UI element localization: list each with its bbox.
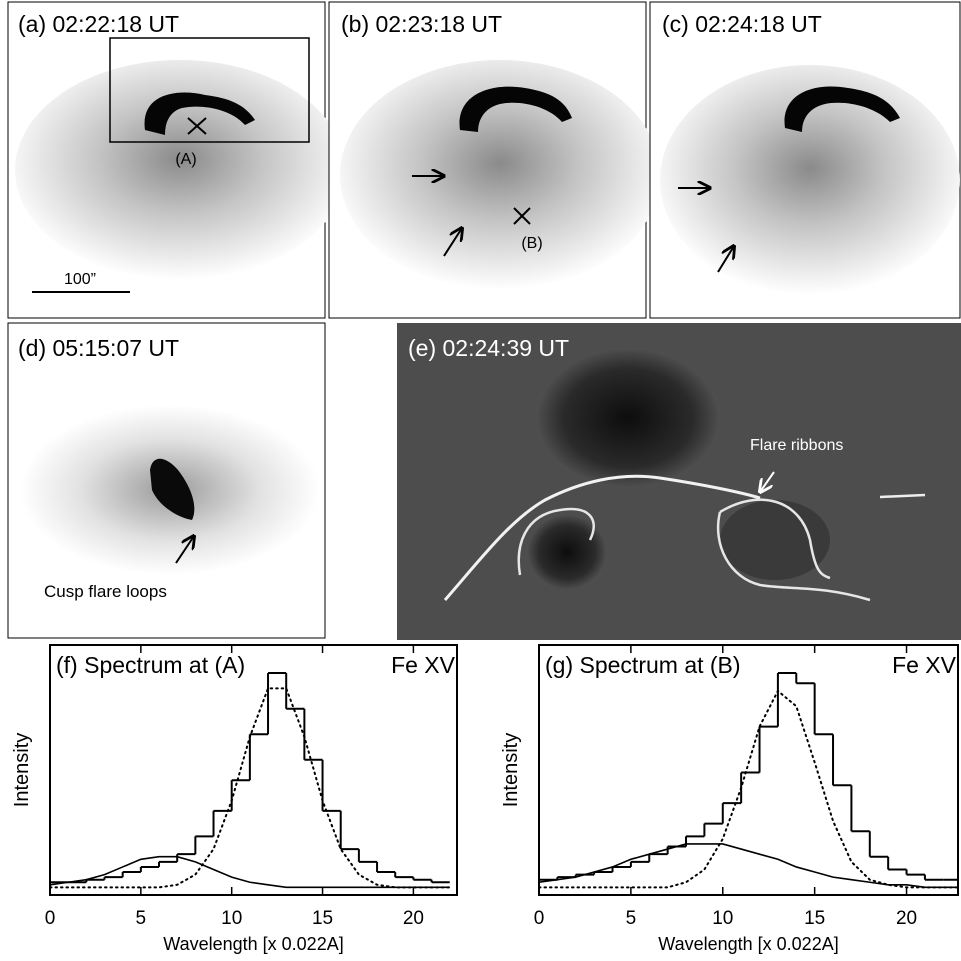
x-tick-label: 5 (136, 908, 147, 929)
x-tick-label: 0 (534, 908, 545, 929)
panel-b: (B) (b) 02:23:18 UT (329, 2, 660, 318)
fit-curve (50, 688, 450, 887)
annotation: Fe XV (391, 652, 456, 678)
dark-region (720, 500, 830, 580)
x-axis-label: Wavelength [x 0.022A] (163, 934, 343, 954)
scale-label: 100” (64, 271, 96, 288)
point-label: (A) (175, 151, 196, 168)
annotation: Cusp flare loops (44, 582, 167, 601)
annotation: Fe XV (892, 652, 957, 678)
x-tick-label: 0 (45, 908, 56, 929)
annotation: Flare ribbons (750, 437, 843, 454)
chart-title: (f) Spectrum at (A) (56, 652, 245, 678)
fit-curve (539, 691, 961, 887)
y-axis-label: Intensity (500, 733, 522, 807)
y-axis-label: Intensity (11, 733, 33, 807)
panel-label: (b) 02:23:18 UT (341, 11, 502, 37)
panel-c: (c) 02:24:18 UT (650, 2, 960, 318)
plot-frame (539, 645, 958, 895)
plot-area (539, 673, 961, 887)
panel-e: Flare ribbons (e) 02:24:39 UT (397, 323, 961, 640)
x-tick-label: 10 (712, 908, 733, 929)
spectrum-chart: 0 5 10 15 20 (g) Spectrum at (B) Fe XV Waveleng… (500, 645, 961, 954)
panel-label: (e) 02:24:39 UT (408, 335, 569, 361)
plot-frame (50, 645, 457, 895)
point-label: (B) (521, 235, 542, 252)
x-tick-label: 15 (312, 908, 333, 929)
x-axis-label: Wavelength [x 0.022A] (658, 934, 838, 954)
x-tick-label: 15 (804, 908, 825, 929)
spectrum-chart: 0 5 10 15 20 (f) Spectrum at (A) Fe XV Waveleng… (11, 645, 457, 954)
x-tick-label: 5 (626, 908, 637, 929)
sunspot (536, 348, 720, 488)
figure: (A) 100” (a) 02:22:18 UT (B) (b) 02:23:1… (0, 0, 961, 961)
plot-area (50, 673, 450, 887)
panel-d: Cusp flare loops (d) 05:15:07 UT (8, 323, 325, 638)
x-tick-label: 10 (221, 908, 242, 929)
panel-label: (c) 02:24:18 UT (662, 11, 822, 37)
chart-title: (g) Spectrum at (B) (545, 652, 741, 678)
x-tick-label: 20 (896, 908, 917, 929)
panel-a: (A) 100” (a) 02:22:18 UT (8, 2, 345, 318)
panel-label: (d) 05:15:07 UT (18, 335, 179, 361)
panel-label: (a) 02:22:18 UT (18, 11, 179, 37)
fit-curve (539, 844, 961, 887)
x-tick-label: 20 (403, 908, 424, 929)
